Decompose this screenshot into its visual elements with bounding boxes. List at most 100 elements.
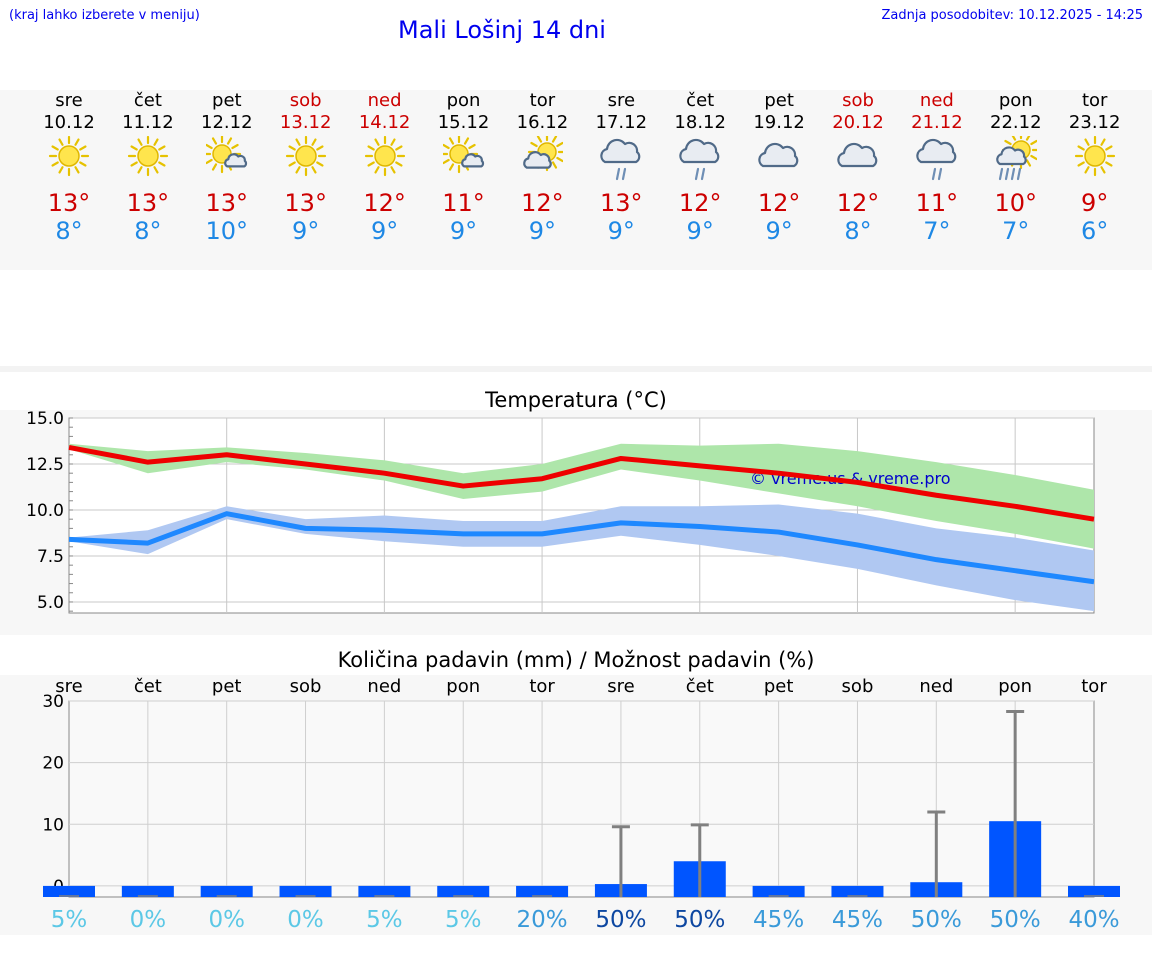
day-date: 11.12: [122, 112, 174, 133]
max-temperature: 12°: [363, 189, 406, 217]
category-label: ned: [919, 676, 953, 697]
category-label: tor: [529, 676, 555, 697]
divider: [0, 366, 1152, 372]
sun-icon: [364, 136, 405, 177]
sun-cloud-icon: [205, 136, 247, 174]
min-temperature: 9°: [449, 217, 478, 245]
precipitation-probability: 0%: [208, 907, 245, 933]
category-label: tor: [1081, 676, 1107, 697]
precipitation-bar: [279, 885, 332, 897]
day-date: 13.12: [279, 112, 332, 133]
y-tick-label: 7.5: [37, 547, 64, 567]
max-temperature: 12°: [757, 189, 801, 217]
category-label: sob: [842, 676, 874, 697]
max-temperature: 11°: [442, 189, 485, 217]
precipitation-bar: [43, 885, 95, 897]
precipitation-probability: 50%: [674, 907, 725, 933]
precipitation-probability: 5%: [366, 907, 403, 933]
precipitation-probability: 0%: [287, 907, 324, 933]
precipitation-probability: 0%: [130, 907, 167, 933]
category-label: sre: [607, 676, 634, 697]
day-date: 23.12: [1068, 112, 1121, 133]
min-temperature: 8°: [844, 217, 872, 245]
min-temperature: 10°: [205, 217, 249, 245]
min-temperature: 7°: [1002, 217, 1030, 245]
precipitation-bar: [121, 885, 174, 897]
y-tick-label: 12.5: [26, 455, 64, 475]
min-temperature: 9°: [528, 217, 557, 245]
day-date: 17.12: [595, 112, 648, 133]
temperature-chart-title: Temperatura (°C): [485, 388, 667, 412]
precipitation-bar: [437, 885, 490, 897]
max-temperature: 11°: [915, 189, 959, 217]
y-tick-label: 10.0: [26, 501, 64, 521]
precipitation-probability: 20%: [517, 907, 568, 933]
cloud-icon: [758, 142, 799, 168]
sun-cloud-icon: [442, 136, 484, 174]
day-name: ned: [367, 90, 402, 111]
precipitation-bar: [200, 885, 253, 897]
category-label: sob: [290, 676, 322, 697]
day-name: pet: [764, 90, 794, 111]
day-name: sre: [55, 90, 83, 111]
precipitation-probability: 50%: [911, 907, 962, 933]
precipitation-probability: 5%: [51, 907, 88, 933]
y-tick-label: 30: [42, 692, 64, 712]
day-date: 14.12: [358, 112, 411, 133]
day-date: 12.12: [201, 112, 253, 133]
min-temperature: 9°: [686, 217, 714, 245]
location-hint: (kraj lahko izberete v meniju): [9, 8, 200, 23]
day-name: čet: [133, 90, 162, 111]
cloud-rain-icon: [600, 138, 641, 181]
precipitation-probability: 5%: [445, 907, 482, 933]
day-date: 19.12: [753, 112, 805, 133]
precipitation-bar: [516, 885, 569, 897]
y-tick-label: 20: [42, 754, 64, 774]
min-temperature-line: [68, 511, 1095, 585]
sun-icon: [48, 136, 90, 177]
max-temperature: 13°: [47, 189, 91, 217]
sun-icon: [1074, 136, 1115, 177]
sun-rain-icon: [995, 136, 1037, 181]
min-temperature: 9°: [370, 217, 399, 245]
day-name: pon: [998, 90, 1033, 111]
day-name: čet: [686, 90, 715, 111]
day-date: 20.12: [832, 112, 884, 133]
plot-area: [68, 700, 1095, 898]
max-temperature: 10°: [994, 189, 1038, 217]
max-temperature-line: [68, 444, 1095, 522]
max-temperature: 13°: [126, 189, 170, 217]
max-temperature: 9°: [1081, 189, 1109, 217]
category-label: sre: [55, 676, 82, 697]
day-name: ned: [919, 90, 954, 111]
cloud-rain-icon: [679, 138, 720, 181]
max-range-band: [69, 443, 1094, 549]
max-temperature: 12°: [521, 189, 564, 217]
day-date: 10.12: [43, 112, 95, 133]
precipitation-probability: 50%: [595, 907, 646, 933]
category-label: čet: [686, 676, 714, 697]
sun-icon: [127, 136, 168, 177]
category-label: pon: [998, 676, 1032, 697]
last-update: Zadnja posodobitev: 10.12.2025 - 14:25: [881, 8, 1143, 23]
day-date: 22.12: [990, 112, 1042, 133]
day-name: sob: [842, 90, 874, 111]
sun-icon: [285, 136, 326, 177]
y-tick-label: 15.0: [26, 410, 64, 429]
day-name: tor: [1081, 90, 1108, 111]
cloud-sun-icon: [523, 136, 564, 172]
precipitation-bar: [358, 885, 411, 897]
precipitation-chart-title: Količina padavin (mm) / Možnost padavin …: [337, 648, 815, 672]
category-label: ned: [367, 676, 401, 697]
max-temperature: 12°: [836, 189, 880, 217]
day-name: tor: [529, 90, 556, 111]
day-date: 18.12: [674, 112, 726, 133]
day-name: pon: [446, 90, 481, 111]
category-label: pet: [212, 676, 242, 697]
day-date: 15.12: [437, 112, 490, 133]
y-tick-label: 5.0: [37, 593, 64, 613]
precipitation-chart: 3020100srečetpetsobnedpontorsrečetpetsob…: [42, 676, 1120, 933]
day-name: sre: [607, 90, 636, 111]
precipitation-bar: [831, 885, 884, 897]
max-temperature: 12°: [678, 189, 722, 217]
